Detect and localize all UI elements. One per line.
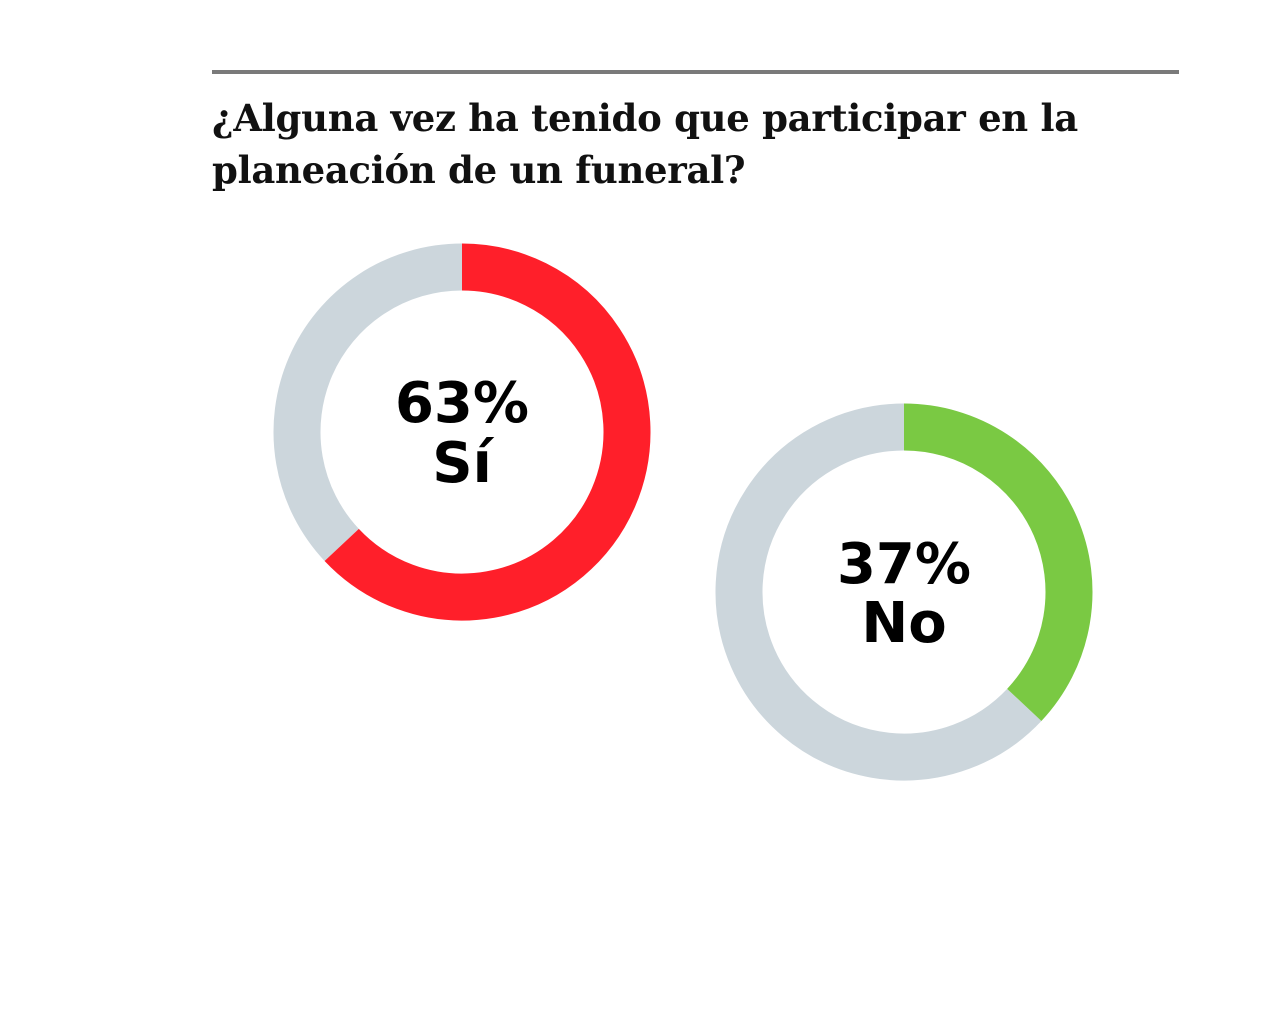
donut-no-category: No	[861, 591, 946, 656]
donut-no-percent: 37%	[837, 532, 971, 597]
donut-si: 63% Sí	[273, 243, 651, 621]
donut-no-remainder	[715, 403, 1042, 781]
donut-si-percent: 63%	[395, 371, 529, 436]
top-divider	[212, 70, 1179, 74]
donut-no: 37% No	[715, 403, 1093, 781]
donut-si-category: Sí	[432, 431, 494, 496]
chart-title: ¿Alguna vez ha tenido que participar en …	[212, 96, 1078, 192]
donut-si-value-arc	[324, 243, 651, 621]
donut-no-value-arc	[903, 403, 1093, 722]
donut-si-remainder	[273, 243, 463, 562]
